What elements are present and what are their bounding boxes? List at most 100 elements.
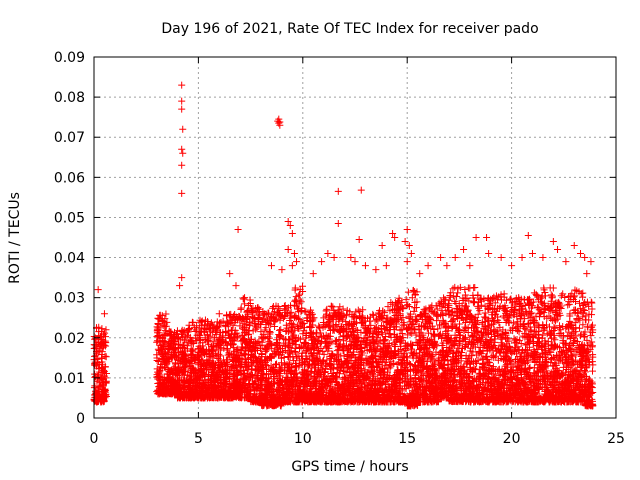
data-point xyxy=(187,340,195,348)
data-point xyxy=(258,394,266,402)
data-point xyxy=(261,345,269,353)
data-point xyxy=(208,342,216,350)
data-point xyxy=(226,334,234,342)
data-point xyxy=(230,365,238,373)
data-point xyxy=(252,346,260,354)
data-point xyxy=(169,333,177,341)
data-point xyxy=(154,329,162,337)
data-point xyxy=(199,348,207,356)
data-point xyxy=(221,385,229,393)
data-point xyxy=(250,352,258,360)
data-point xyxy=(208,373,216,381)
data-point xyxy=(103,370,111,378)
data-point xyxy=(261,377,269,385)
data-point xyxy=(206,384,214,392)
data-point xyxy=(405,314,413,322)
data-point xyxy=(250,393,258,401)
data-point xyxy=(168,384,176,392)
data-point xyxy=(175,377,183,385)
data-point xyxy=(201,334,209,342)
data-point xyxy=(198,368,206,376)
data-point xyxy=(197,394,205,402)
data-point xyxy=(217,319,225,327)
data-point xyxy=(270,380,278,388)
data-point xyxy=(272,386,280,394)
data-point xyxy=(249,371,257,379)
data-point xyxy=(211,334,219,342)
data-point xyxy=(215,342,223,350)
data-point xyxy=(154,345,162,353)
data-point xyxy=(268,401,276,409)
data-point xyxy=(270,350,278,358)
data-points xyxy=(90,81,597,410)
data-point xyxy=(254,372,262,380)
data-point xyxy=(227,326,235,334)
data-point xyxy=(286,343,294,351)
data-point xyxy=(164,366,172,374)
data-point xyxy=(189,388,197,396)
data-point xyxy=(241,358,249,366)
data-point xyxy=(221,321,229,329)
data-point xyxy=(207,394,215,402)
data-point xyxy=(169,377,177,385)
data-point xyxy=(91,373,99,381)
data-point xyxy=(248,335,256,343)
data-point xyxy=(171,344,179,352)
data-point xyxy=(237,381,245,389)
data-point xyxy=(196,332,204,340)
data-point xyxy=(230,350,238,358)
data-point xyxy=(166,390,174,398)
data-point xyxy=(158,350,166,358)
data-point xyxy=(200,349,208,357)
data-point xyxy=(258,351,266,359)
data-point xyxy=(240,336,248,344)
data-point xyxy=(273,360,281,368)
data-point xyxy=(209,368,217,376)
data-point xyxy=(265,328,273,336)
data-point xyxy=(241,369,249,377)
data-point xyxy=(276,333,284,341)
data-point xyxy=(220,359,228,367)
data-point xyxy=(292,363,300,371)
data-point xyxy=(236,314,244,322)
data-point xyxy=(262,384,270,392)
data-point xyxy=(101,363,109,371)
data-point xyxy=(212,331,220,339)
data-point xyxy=(236,387,244,395)
data-point xyxy=(216,352,224,360)
data-point xyxy=(239,295,247,303)
data-point xyxy=(272,302,280,310)
data-point xyxy=(291,284,299,292)
data-point xyxy=(277,402,285,410)
data-point xyxy=(238,331,246,339)
data-point xyxy=(167,378,175,386)
data-point xyxy=(409,286,417,294)
data-point xyxy=(265,340,273,348)
data-point xyxy=(404,288,412,296)
data-point xyxy=(241,350,249,358)
data-point xyxy=(218,367,226,375)
data-point xyxy=(195,367,203,375)
data-point xyxy=(210,385,218,393)
data-point xyxy=(262,324,270,332)
data-point xyxy=(197,328,205,336)
data-point xyxy=(216,373,224,381)
data-point xyxy=(285,353,293,361)
data-point xyxy=(153,338,161,346)
data-point xyxy=(206,332,214,340)
data-point xyxy=(187,347,195,355)
data-point xyxy=(174,336,182,344)
data-point xyxy=(277,326,285,334)
data-point xyxy=(101,352,109,360)
data-point xyxy=(195,359,203,367)
data-point xyxy=(180,371,188,379)
data-point xyxy=(102,377,110,385)
data-point xyxy=(330,326,338,334)
data-point xyxy=(167,341,175,349)
data-point xyxy=(246,296,254,304)
data-point xyxy=(258,378,266,386)
data-point xyxy=(247,384,255,392)
data-point xyxy=(162,310,170,318)
data-point xyxy=(250,379,258,387)
data-point xyxy=(271,361,279,369)
